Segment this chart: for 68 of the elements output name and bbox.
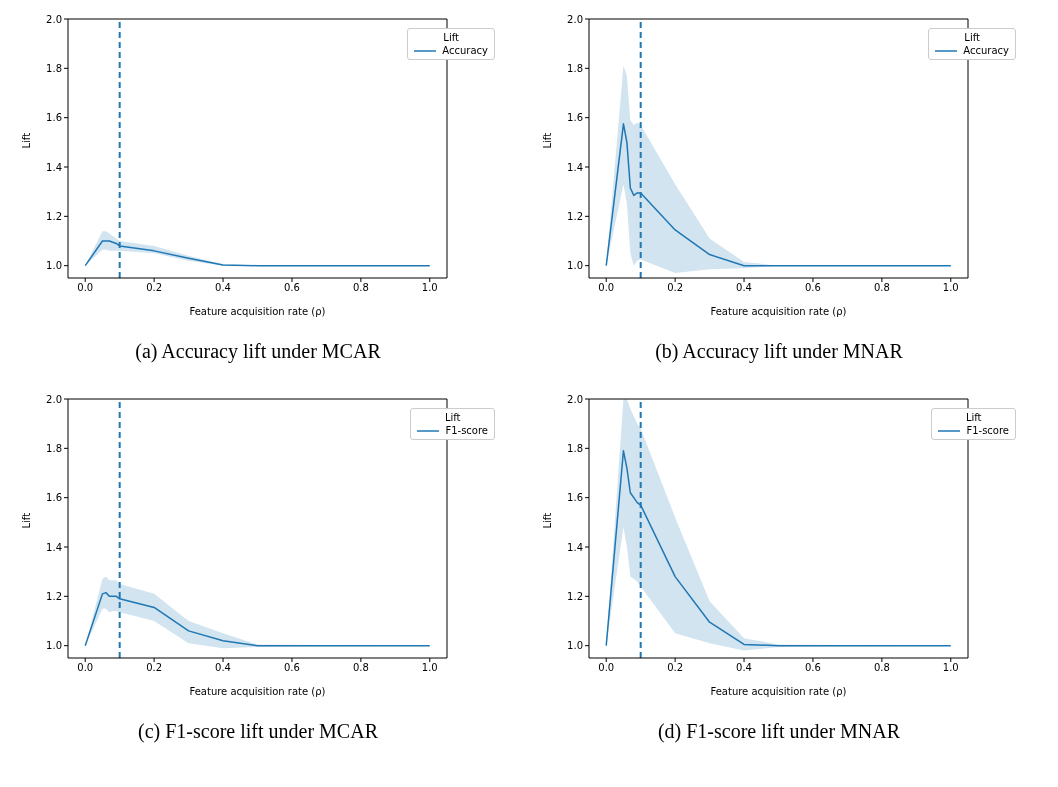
x-tick-label: 0.2 bbox=[667, 662, 684, 674]
x-tick-label: 0.2 bbox=[146, 282, 163, 294]
y-axis-title: Lift bbox=[20, 132, 32, 149]
x-tick-label: 0.6 bbox=[805, 282, 821, 294]
y-tick-label: 1.8 bbox=[46, 62, 62, 74]
y-axis-title: Lift bbox=[541, 132, 553, 149]
y-tick-label: 2.0 bbox=[46, 13, 62, 25]
legend-label: F1-score bbox=[445, 425, 488, 436]
x-tick-label: 0.4 bbox=[215, 282, 231, 294]
legend-title: Lift bbox=[442, 32, 460, 43]
text: (c) F1-score lift under MCAR bbox=[137, 720, 379, 743]
x-tick-label: 0.6 bbox=[805, 662, 821, 674]
y-tick-label: 1.2 bbox=[567, 590, 583, 602]
x-tick-label: 0.4 bbox=[736, 662, 752, 674]
x-tick-label: 0.2 bbox=[667, 282, 684, 294]
x-tick-label: 0.2 bbox=[146, 662, 163, 674]
y-tick-label: 1.4 bbox=[46, 161, 62, 173]
x-tick-label: 0.0 bbox=[77, 282, 94, 294]
y-tick-label: 1.8 bbox=[567, 62, 583, 74]
text: (d) F1-score lift under MNAR bbox=[656, 720, 902, 743]
x-tick-label: 0.6 bbox=[284, 662, 300, 674]
y-tick-label: 1.0 bbox=[46, 260, 62, 272]
x-tick-label: 0.6 bbox=[284, 282, 300, 294]
x-axis-title: Feature acquisition rate (ρ) bbox=[710, 306, 847, 318]
y-tick-label: 1.0 bbox=[567, 260, 583, 272]
y-tick-label: 1.6 bbox=[46, 492, 62, 504]
x-tick-label: 0.8 bbox=[873, 662, 890, 674]
x-axis-title: Feature acquisition rate (ρ) bbox=[189, 686, 326, 698]
y-axis-title: Lift bbox=[20, 512, 32, 529]
y-tick-label: 1.6 bbox=[46, 112, 62, 124]
x-tick-label: 0.0 bbox=[598, 662, 615, 674]
y-tick-label: 1.4 bbox=[567, 541, 583, 553]
x-axis-title: Feature acquisition rate (ρ) bbox=[710, 686, 847, 698]
legend-title: Lift bbox=[963, 32, 981, 43]
text: (b) Accuracy lift under MNAR bbox=[654, 340, 904, 363]
text: (a) Accuracy lift under MCAR bbox=[134, 340, 382, 363]
x-tick-label: 0.4 bbox=[215, 662, 231, 674]
y-tick-label: 1.2 bbox=[567, 210, 583, 222]
legend-label: Accuracy bbox=[963, 45, 1009, 56]
x-tick-label: 1.0 bbox=[942, 282, 959, 294]
legend-title: Lift bbox=[443, 412, 462, 423]
y-tick-label: 1.4 bbox=[567, 161, 583, 173]
y-tick-label: 1.6 bbox=[567, 492, 583, 504]
legend-label: F1-score bbox=[966, 425, 1009, 436]
x-tick-label: 1.0 bbox=[421, 662, 438, 674]
x-axis-title: Feature acquisition rate (ρ) bbox=[189, 306, 326, 318]
y-tick-label: 1.0 bbox=[567, 640, 583, 652]
y-tick-label: 1.4 bbox=[46, 541, 62, 553]
x-tick-label: 0.8 bbox=[352, 282, 369, 294]
x-tick-label: 1.0 bbox=[942, 662, 959, 674]
x-tick-label: 0.8 bbox=[352, 662, 369, 674]
y-axis-title: Lift bbox=[541, 512, 553, 529]
x-tick-label: 0.4 bbox=[736, 282, 752, 294]
y-tick-label: 1.8 bbox=[567, 442, 583, 454]
y-tick-label: 2.0 bbox=[567, 393, 583, 405]
legend-title: Lift bbox=[964, 412, 983, 423]
x-tick-label: 0.8 bbox=[873, 282, 890, 294]
y-tick-label: 2.0 bbox=[567, 13, 583, 25]
y-tick-label: 1.0 bbox=[46, 640, 62, 652]
y-tick-label: 1.2 bbox=[46, 590, 62, 602]
x-tick-label: 0.0 bbox=[598, 282, 615, 294]
x-tick-label: 0.0 bbox=[77, 662, 94, 674]
y-tick-label: 2.0 bbox=[46, 393, 62, 405]
x-tick-label: 1.0 bbox=[421, 282, 438, 294]
y-tick-label: 1.8 bbox=[46, 442, 62, 454]
y-tick-label: 1.6 bbox=[567, 112, 583, 124]
legend-label: Accuracy bbox=[442, 45, 488, 56]
y-tick-label: 1.2 bbox=[46, 210, 62, 222]
